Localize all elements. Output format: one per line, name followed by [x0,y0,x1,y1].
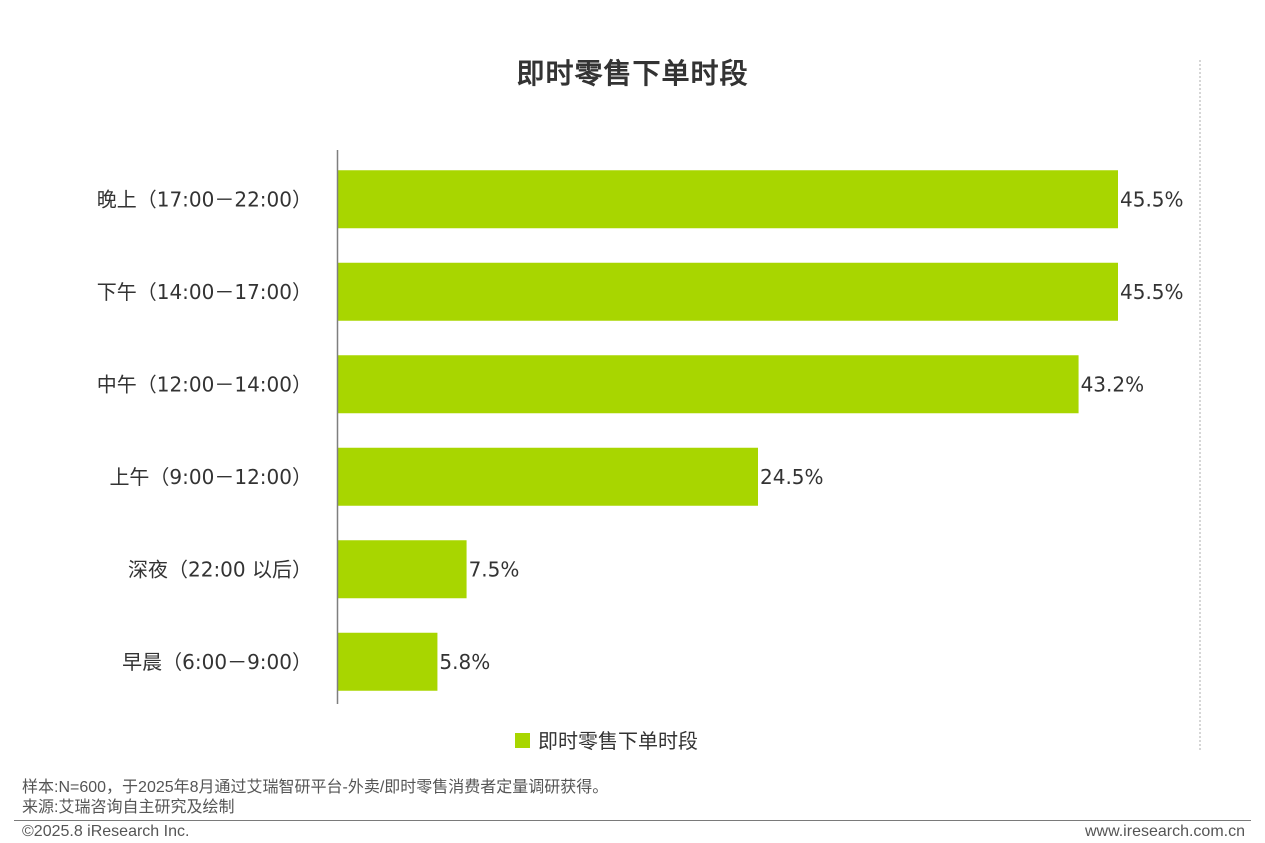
category-label: 晚上（17:00－22:00） [97,187,312,211]
copyright-text: ©2025.8 iResearch Inc. [22,823,190,840]
data-label: 24.5% [760,465,824,489]
bar-chart: 45.5% 晚上（17:00－22:00） 45.5% 下午（14:00－17:00）… [97,150,1184,753]
category-label: 早晨（6:00－9:00） [122,650,312,674]
bar [338,262,1118,321]
sample-note: 样本:N=600，于2025年8月通过艾瑞智研平台-外卖/即时零售消费者定量调研… [22,779,609,796]
website-link[interactable]: www.iresearch.com.cn [1084,823,1245,840]
bar [338,355,1079,414]
data-label: 43.2% [1081,372,1145,396]
bar [338,540,467,599]
data-label: 45.5% [1120,280,1184,304]
bar [338,632,438,691]
bar [338,447,758,506]
data-label: 45.5% [1120,187,1184,211]
source-note: 来源:艾瑞咨询自主研究及绘制 [22,799,235,816]
data-label: 5.8% [439,650,490,674]
bar [338,170,1118,229]
category-label: 深夜（22:00 以后） [128,557,312,581]
chart-title: 即时零售下单时段 [516,57,749,90]
category-label: 下午（14:00－17:00） [97,280,312,304]
footer-divider [14,820,1251,821]
category-label: 上午（9:00－12:00） [109,465,312,489]
category-label: 中午（12:00－14:00） [97,372,312,396]
data-label: 7.5% [469,557,520,581]
legend-label: 即时零售下单时段 [538,729,698,753]
dotted-border-line [1199,60,1201,750]
legend-swatch [515,733,530,748]
